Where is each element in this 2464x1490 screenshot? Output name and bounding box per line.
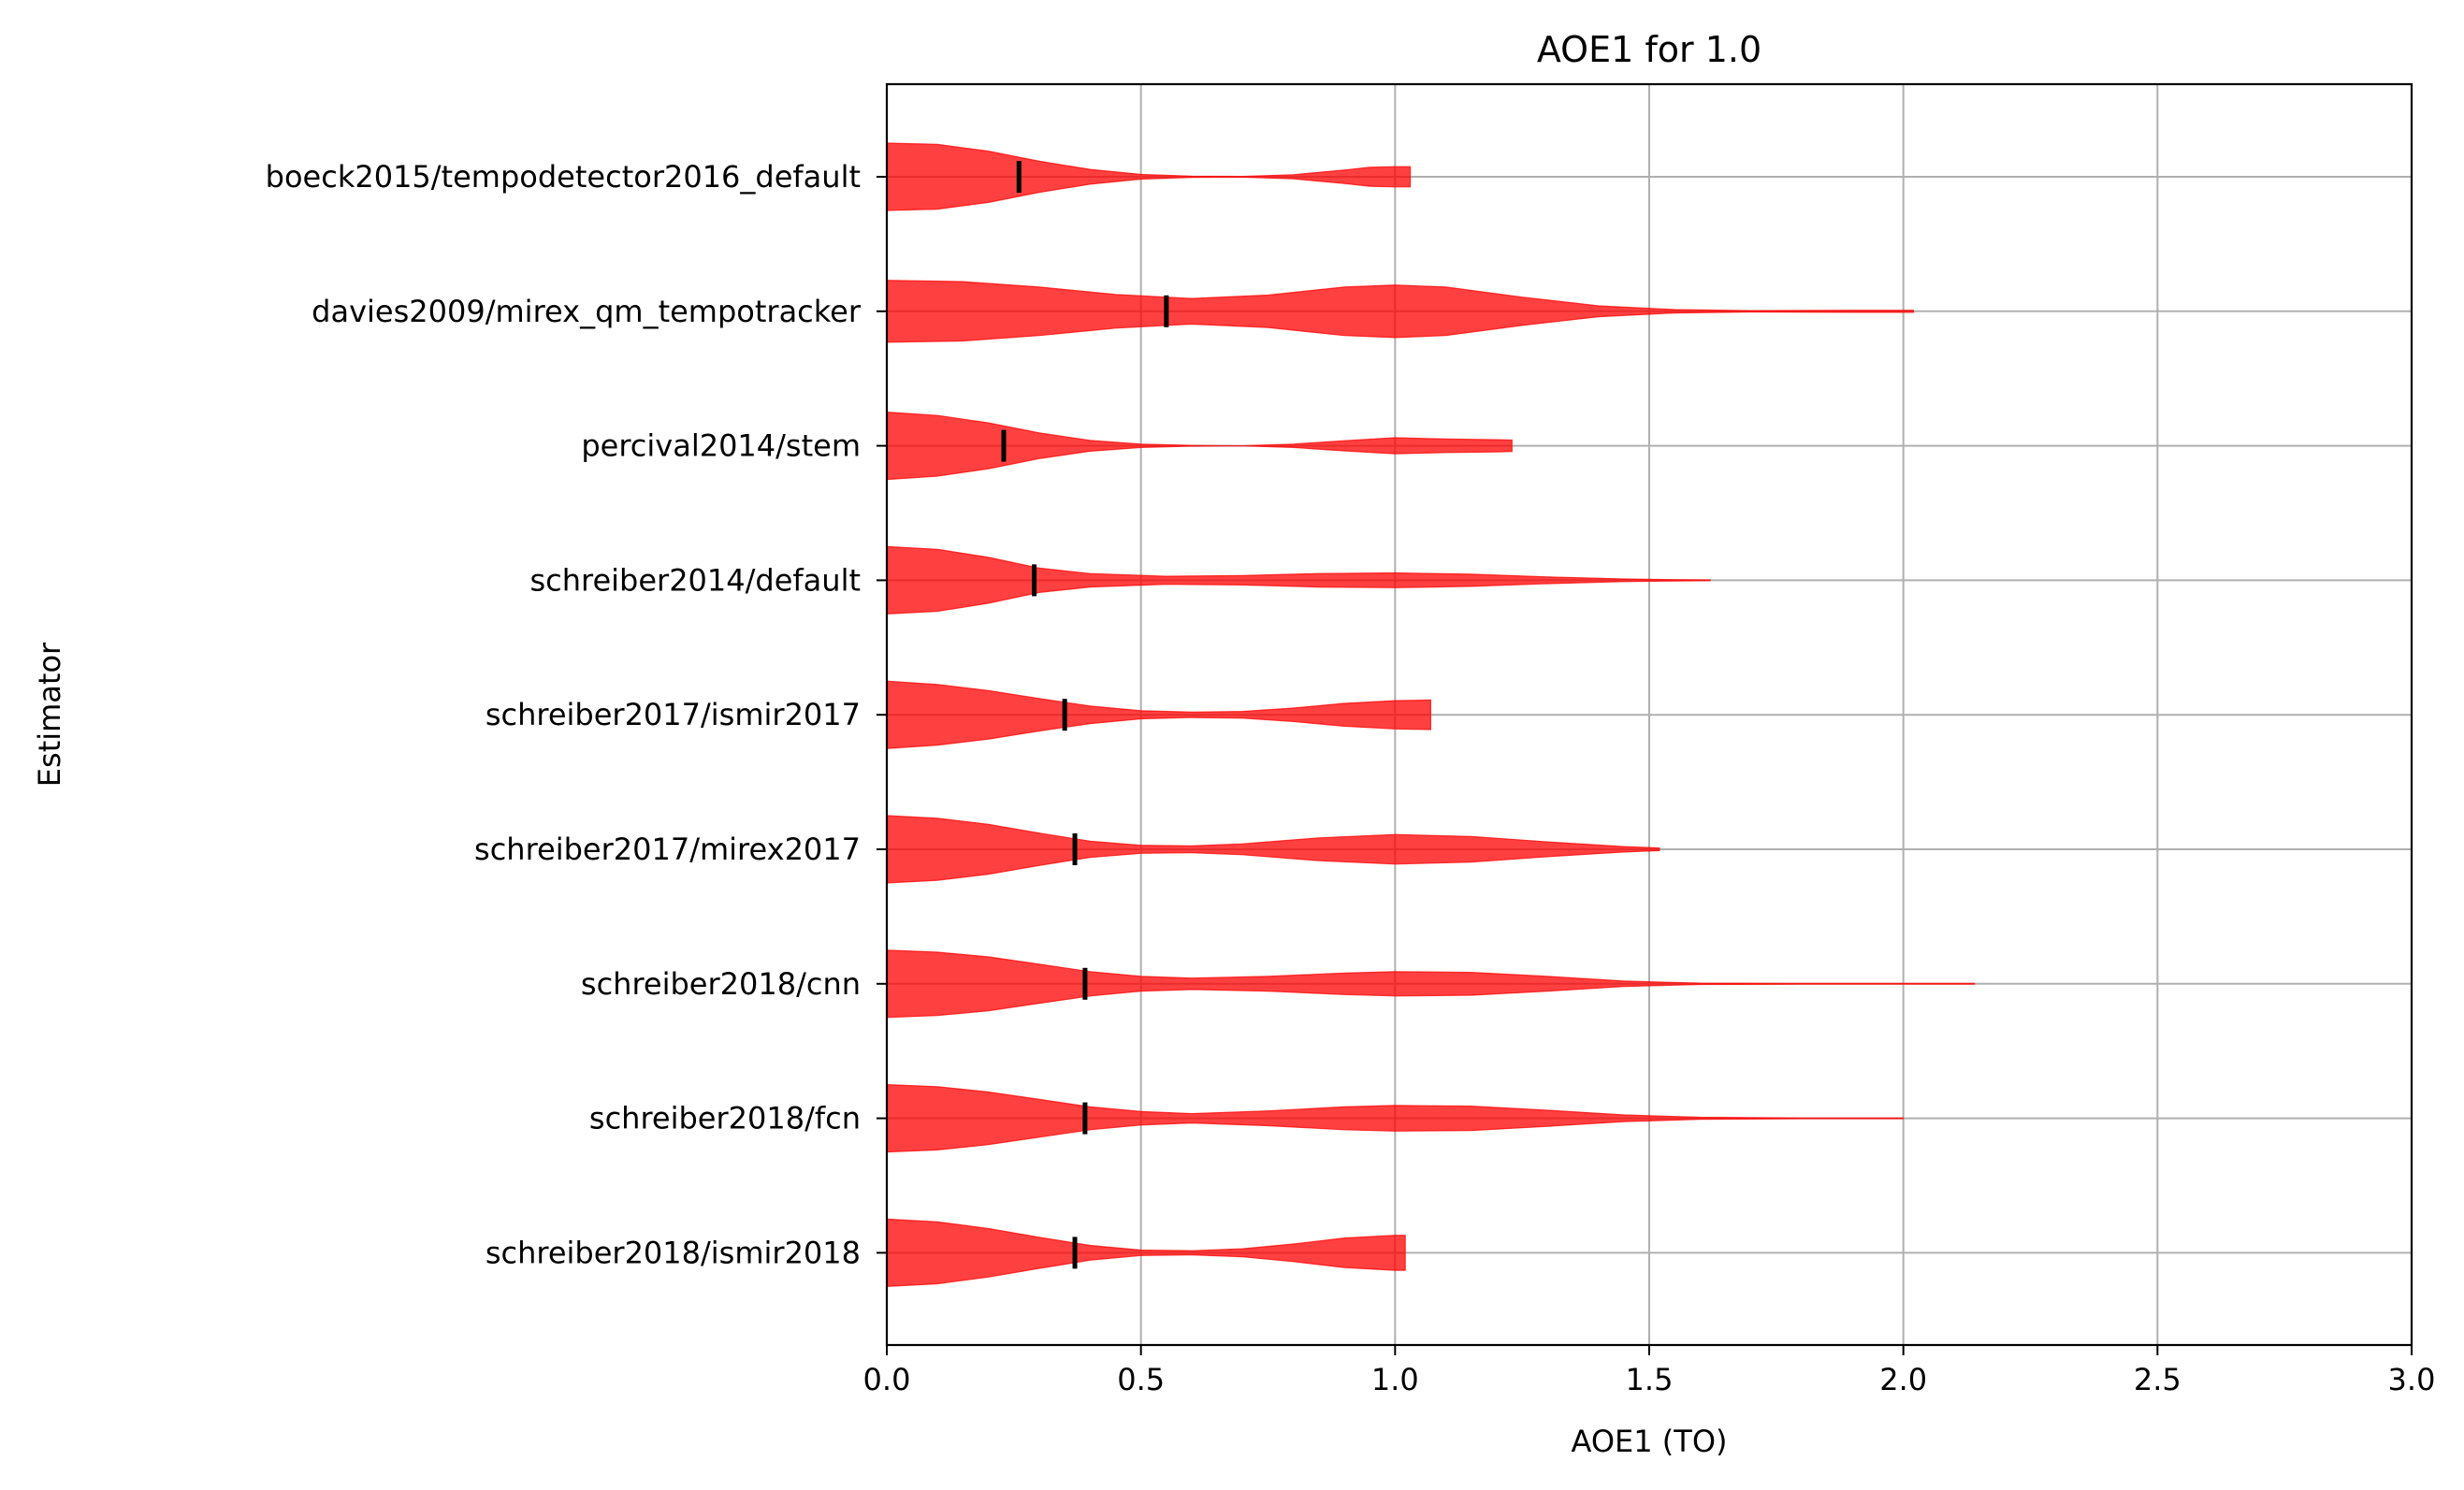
- x-tick-label: 0.0: [863, 1362, 911, 1397]
- y-tick-label: schreiber2018/ismir2018: [486, 1235, 861, 1270]
- x-tick-label: 1.5: [1626, 1362, 1674, 1397]
- y-axis-ticks: boeck2015/tempodetector2016_defaultdavie…: [266, 159, 887, 1270]
- x-axis-ticks: 0.0 0.5 1.0 1.5 2.0 2.5 3.0: [863, 1345, 2436, 1397]
- y-tick-label: schreiber2018/fcn: [589, 1101, 861, 1136]
- y-tick-label: davies2009/mirex_qm_tempotracker: [312, 294, 862, 329]
- y-tick-label: schreiber2017/ismir2017: [486, 697, 861, 732]
- violin-body: [886, 1083, 1905, 1153]
- y-tick-label: schreiber2018/cnn: [581, 966, 861, 1002]
- y-tick-label: schreiber2014/default: [529, 562, 861, 598]
- x-tick-label: 0.5: [1117, 1362, 1165, 1397]
- y-tick-label: boeck2015/tempodetector2016_default: [266, 159, 861, 195]
- x-axis-label: AOE1 (TO): [1572, 1424, 1728, 1459]
- violin-body: [886, 142, 1412, 211]
- mean-marker-layer: [1001, 161, 1169, 1269]
- violin-body: [886, 680, 1431, 749]
- violin-body: [886, 411, 1513, 481]
- violin-body: [886, 280, 1915, 343]
- chart-title: AOE1 for 1.0: [1537, 29, 1761, 70]
- violin-layer: [886, 142, 1976, 1288]
- violin-body: [886, 949, 1976, 1019]
- y-axis-label: Estimator: [32, 642, 67, 787]
- x-tick-label: 3.0: [2388, 1362, 2436, 1397]
- violin-body: [886, 545, 1711, 615]
- x-tick-label: 2.5: [2134, 1362, 2181, 1397]
- y-tick-label: percival2014/stem: [581, 428, 861, 464]
- violin-body: [886, 1218, 1406, 1288]
- x-tick-label: 2.0: [1879, 1362, 1927, 1397]
- x-tick-label: 1.0: [1371, 1362, 1419, 1397]
- y-tick-label: schreiber2017/mirex2017: [474, 832, 861, 867]
